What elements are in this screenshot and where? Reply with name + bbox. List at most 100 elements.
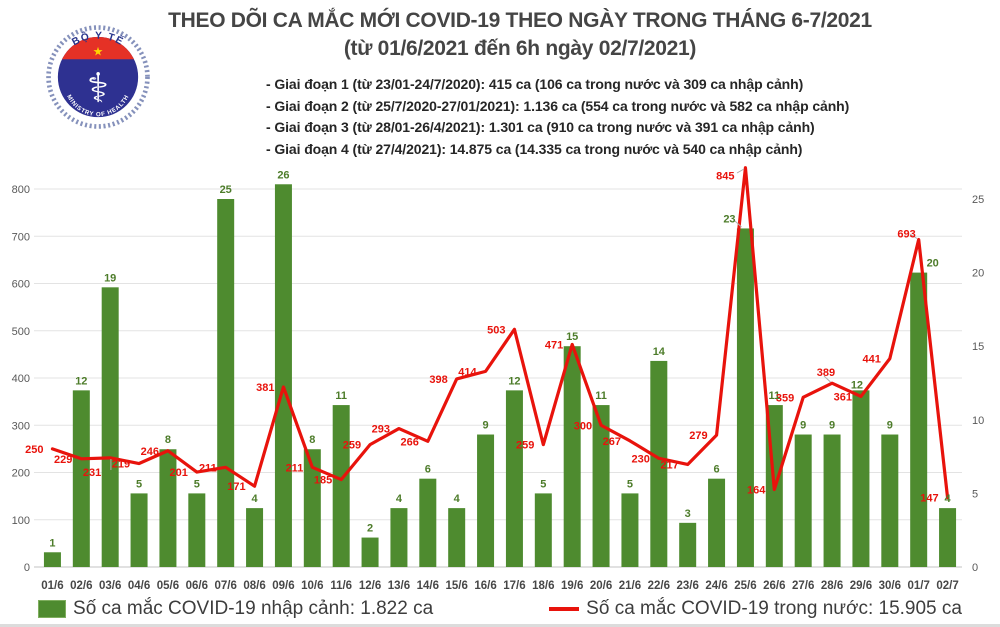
svg-text:15: 15 — [566, 331, 578, 343]
svg-text:259: 259 — [516, 440, 534, 452]
svg-text:17/6: 17/6 — [503, 580, 525, 592]
svg-text:0: 0 — [972, 562, 978, 574]
bar-imported — [534, 493, 552, 567]
legend-item-domestic: Số ca mắc COVID-19 trong nước: 15.905 ca — [549, 598, 962, 620]
svg-text:361: 361 — [834, 391, 852, 403]
svg-text:185: 185 — [314, 475, 332, 487]
svg-text:800: 800 — [12, 184, 30, 196]
svg-text:12/6: 12/6 — [359, 580, 381, 592]
x-axis-labels: 01/6 02/6 03/6 04/6 05/6 06/6 07/6 08/6 09/6 10/6… — [41, 580, 959, 592]
svg-text:20/6: 20/6 — [590, 580, 612, 592]
phase-1-summary: - Giai đoạn 1 (từ 23/01-24/7/2020): 415 … — [266, 76, 804, 92]
svg-text:04/6: 04/6 — [128, 580, 150, 592]
bar-imported — [477, 434, 495, 567]
svg-text:171: 171 — [227, 481, 245, 493]
svg-text:389: 389 — [817, 367, 835, 379]
svg-text:471: 471 — [545, 339, 563, 351]
bar-imported — [246, 508, 264, 567]
svg-text:700: 700 — [12, 231, 30, 243]
bar-imported — [390, 508, 408, 567]
svg-text:13/6: 13/6 — [388, 580, 410, 592]
svg-text:02/7: 02/7 — [936, 580, 958, 592]
bar-imported — [332, 405, 350, 567]
svg-text:22/6: 22/6 — [648, 580, 670, 592]
svg-text:4: 4 — [252, 493, 259, 505]
svg-text:06/6: 06/6 — [186, 580, 208, 592]
svg-text:15: 15 — [972, 341, 984, 353]
svg-text:147: 147 — [920, 493, 938, 505]
svg-text:100: 100 — [12, 515, 30, 527]
caduceus-icon: ⚕ — [87, 64, 109, 112]
svg-text:10/6: 10/6 — [301, 580, 323, 592]
svg-text:2: 2 — [367, 523, 373, 535]
svg-text:27/6: 27/6 — [792, 580, 814, 592]
svg-text:5: 5 — [136, 478, 142, 490]
svg-text:250: 250 — [25, 444, 43, 456]
svg-text:293: 293 — [372, 424, 390, 436]
svg-text:29/6: 29/6 — [850, 580, 872, 592]
bar-imported — [188, 493, 206, 567]
svg-text:10: 10 — [972, 415, 984, 427]
bar-imported — [43, 552, 61, 567]
bar-imported — [217, 199, 235, 567]
svg-text:211: 211 — [199, 462, 217, 474]
svg-text:11/6: 11/6 — [330, 580, 352, 592]
svg-text:11: 11 — [335, 390, 347, 402]
svg-text:266: 266 — [400, 436, 418, 448]
svg-text:4: 4 — [945, 493, 952, 505]
svg-text:23/6: 23/6 — [676, 580, 698, 592]
left-axis-labels: 0 100 200 300 400 500 600 700 800 — [12, 184, 30, 574]
chart-legend: Số ca mắc COVID-19 nhập cảnh: 1.822 ca S… — [0, 598, 1000, 620]
bar-imported — [910, 272, 928, 567]
svg-text:08/6: 08/6 — [243, 580, 265, 592]
svg-text:503: 503 — [487, 324, 505, 336]
page-subtitle: (từ 01/6/2021 đến 6h ngày 02/7/2021) — [343, 37, 697, 60]
svg-text:8: 8 — [165, 434, 171, 446]
svg-text:14: 14 — [653, 346, 666, 358]
svg-text:4: 4 — [396, 493, 403, 505]
svg-text:25: 25 — [220, 184, 232, 196]
bar-imported — [419, 478, 437, 567]
bar-imported — [592, 405, 610, 567]
svg-text:693: 693 — [897, 229, 915, 241]
svg-text:25: 25 — [972, 194, 984, 206]
bar-imported — [361, 537, 379, 567]
svg-text:5: 5 — [972, 488, 978, 500]
svg-text:30/6: 30/6 — [879, 580, 901, 592]
svg-text:20: 20 — [927, 258, 939, 270]
svg-text:279: 279 — [689, 430, 707, 442]
svg-text:26/6: 26/6 — [763, 580, 785, 592]
svg-text:845: 845 — [716, 171, 734, 183]
bar-imported — [72, 390, 90, 567]
phase-4-summary: - Giai đoạn 4 (từ 27/4/2021): 14.875 ca … — [266, 140, 803, 157]
bar-imported — [621, 493, 639, 567]
svg-text:5: 5 — [627, 478, 633, 490]
svg-text:8: 8 — [309, 434, 315, 446]
legend-item-imported: Số ca mắc COVID-19 nhập cảnh: 1.822 ca — [38, 598, 433, 620]
legend-imported-label: Số ca mắc COVID-19 nhập cảnh: 1.822 ca — [73, 598, 434, 619]
green-bar-swatch-icon — [38, 600, 67, 618]
label-leader-lines — [110, 168, 918, 470]
bar-imported — [274, 184, 292, 567]
phase-summary-list: - Giai đoạn 1 (từ 23/01-24/7/2020): 415 … — [266, 74, 849, 160]
svg-text:398: 398 — [429, 374, 447, 386]
bar-imported — [823, 434, 841, 567]
svg-text:23: 23 — [723, 213, 735, 225]
svg-text:11: 11 — [595, 390, 607, 402]
bar-imported — [939, 508, 957, 567]
svg-text:19/6: 19/6 — [561, 580, 583, 592]
svg-text:19: 19 — [104, 272, 116, 284]
bar-imported — [650, 360, 668, 567]
svg-text:16/6: 16/6 — [474, 580, 496, 592]
svg-text:07/6: 07/6 — [214, 580, 236, 592]
svg-text:164: 164 — [747, 485, 766, 497]
svg-text:03/6: 03/6 — [99, 580, 121, 592]
svg-text:267: 267 — [603, 436, 621, 448]
svg-text:600: 600 — [12, 279, 30, 291]
logo-red-band — [57, 36, 139, 60]
bar-imported — [505, 390, 523, 567]
svg-text:15/6: 15/6 — [445, 580, 467, 592]
svg-text:359: 359 — [776, 392, 794, 404]
